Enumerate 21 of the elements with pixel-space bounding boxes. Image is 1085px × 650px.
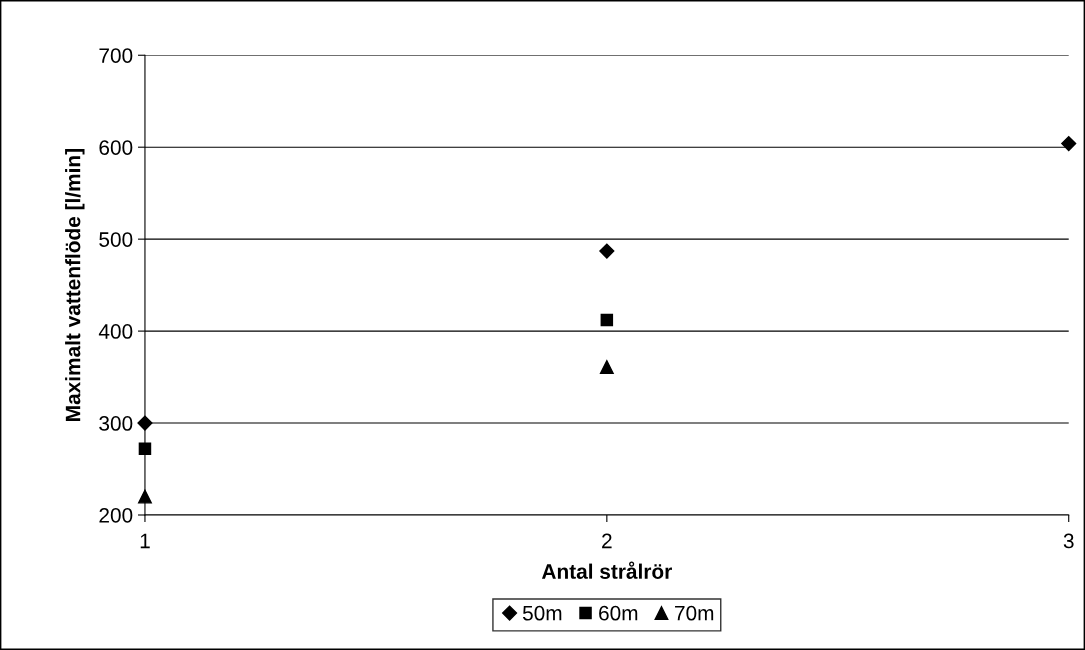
point (600, 313, 614, 327)
point (138, 442, 152, 456)
x-axis-title: Antal strålrör (541, 561, 672, 579)
point (138, 489, 152, 504)
y-tick-label: 500 (99, 232, 133, 247)
y-tick-label: 300 (99, 416, 133, 431)
x-tick-label: 1 (140, 533, 150, 549)
point (599, 243, 615, 259)
y-tick-label: 200 (99, 508, 133, 523)
legend-label: 70m (675, 605, 714, 621)
legend-label: 60m (599, 605, 638, 621)
point (599, 360, 614, 374)
y-axis-title: Maximalt vattenflöde [l/min] (65, 149, 85, 421)
x-tick-label: 2 (602, 533, 612, 549)
y-tick-label: 600 (99, 140, 133, 155)
point (137, 415, 153, 431)
point (1061, 135, 1077, 152)
x-tick-label: 3 (1063, 533, 1074, 549)
y-tick-label: 700 (99, 48, 133, 63)
y-tick-label: 400 (98, 324, 133, 339)
legend-label: 50m (522, 605, 562, 621)
